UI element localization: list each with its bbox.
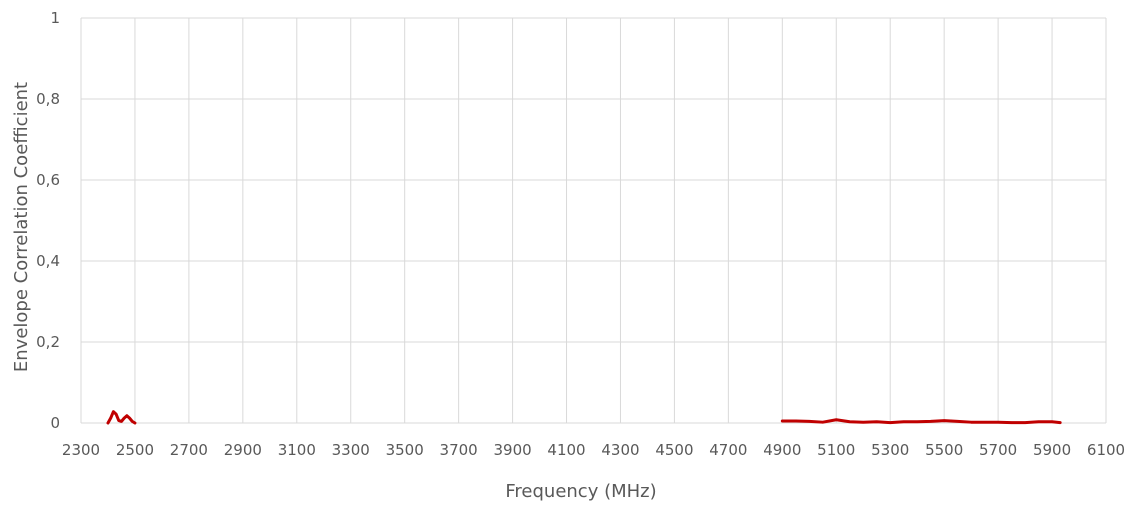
x-tick-labels: 2300 2500 2700 2900 3100 3300 3500 3700 3900 4100… — [62, 441, 1125, 459]
y-tick-label: 0,4 — [36, 252, 60, 270]
x-tick-label: 3500 — [386, 441, 424, 459]
y-tick-labels: 0 0,2 0,4 0,6 0,8 1 — [36, 9, 60, 432]
x-tick-label: 4900 — [763, 441, 801, 459]
x-tick-label: 5900 — [1033, 441, 1071, 459]
x-tick-label: 3900 — [493, 441, 531, 459]
x-tick-label: 4500 — [655, 441, 693, 459]
y-tick-label: 0 — [50, 414, 60, 432]
x-tick-label: 5100 — [817, 441, 855, 459]
x-axis-title: Frequency (MHz) — [505, 481, 656, 502]
x-tick-label: 5700 — [979, 441, 1017, 459]
y-axis-title: Envelope Correlation Coefficient — [11, 82, 32, 372]
x-tick-label: 3100 — [278, 441, 316, 459]
grid-layer — [80, 17, 1107, 424]
x-tick-label: 6100 — [1087, 441, 1125, 459]
x-tick-label: 4100 — [547, 441, 585, 459]
x-tick-label: 3700 — [440, 441, 478, 459]
x-tick-label: 5300 — [871, 441, 909, 459]
x-tick-label: 4700 — [709, 441, 747, 459]
x-tick-label: 2700 — [170, 441, 208, 459]
y-tick-label: 0,2 — [36, 333, 60, 351]
x-tick-label: 2300 — [62, 441, 100, 459]
x-tick-label: 3300 — [332, 441, 370, 459]
x-tick-label: 4300 — [601, 441, 639, 459]
x-tick-label: 2500 — [116, 441, 154, 459]
y-tick-label: 0,6 — [36, 171, 60, 189]
series-layer — [106, 410, 1062, 425]
x-tick-label: 5500 — [925, 441, 963, 459]
x-tick-label: 2900 — [224, 441, 262, 459]
y-tick-label: 1 — [50, 9, 60, 27]
series-line — [780, 418, 1062, 425]
y-tick-label: 0,8 — [36, 90, 60, 108]
series-line — [106, 410, 137, 425]
